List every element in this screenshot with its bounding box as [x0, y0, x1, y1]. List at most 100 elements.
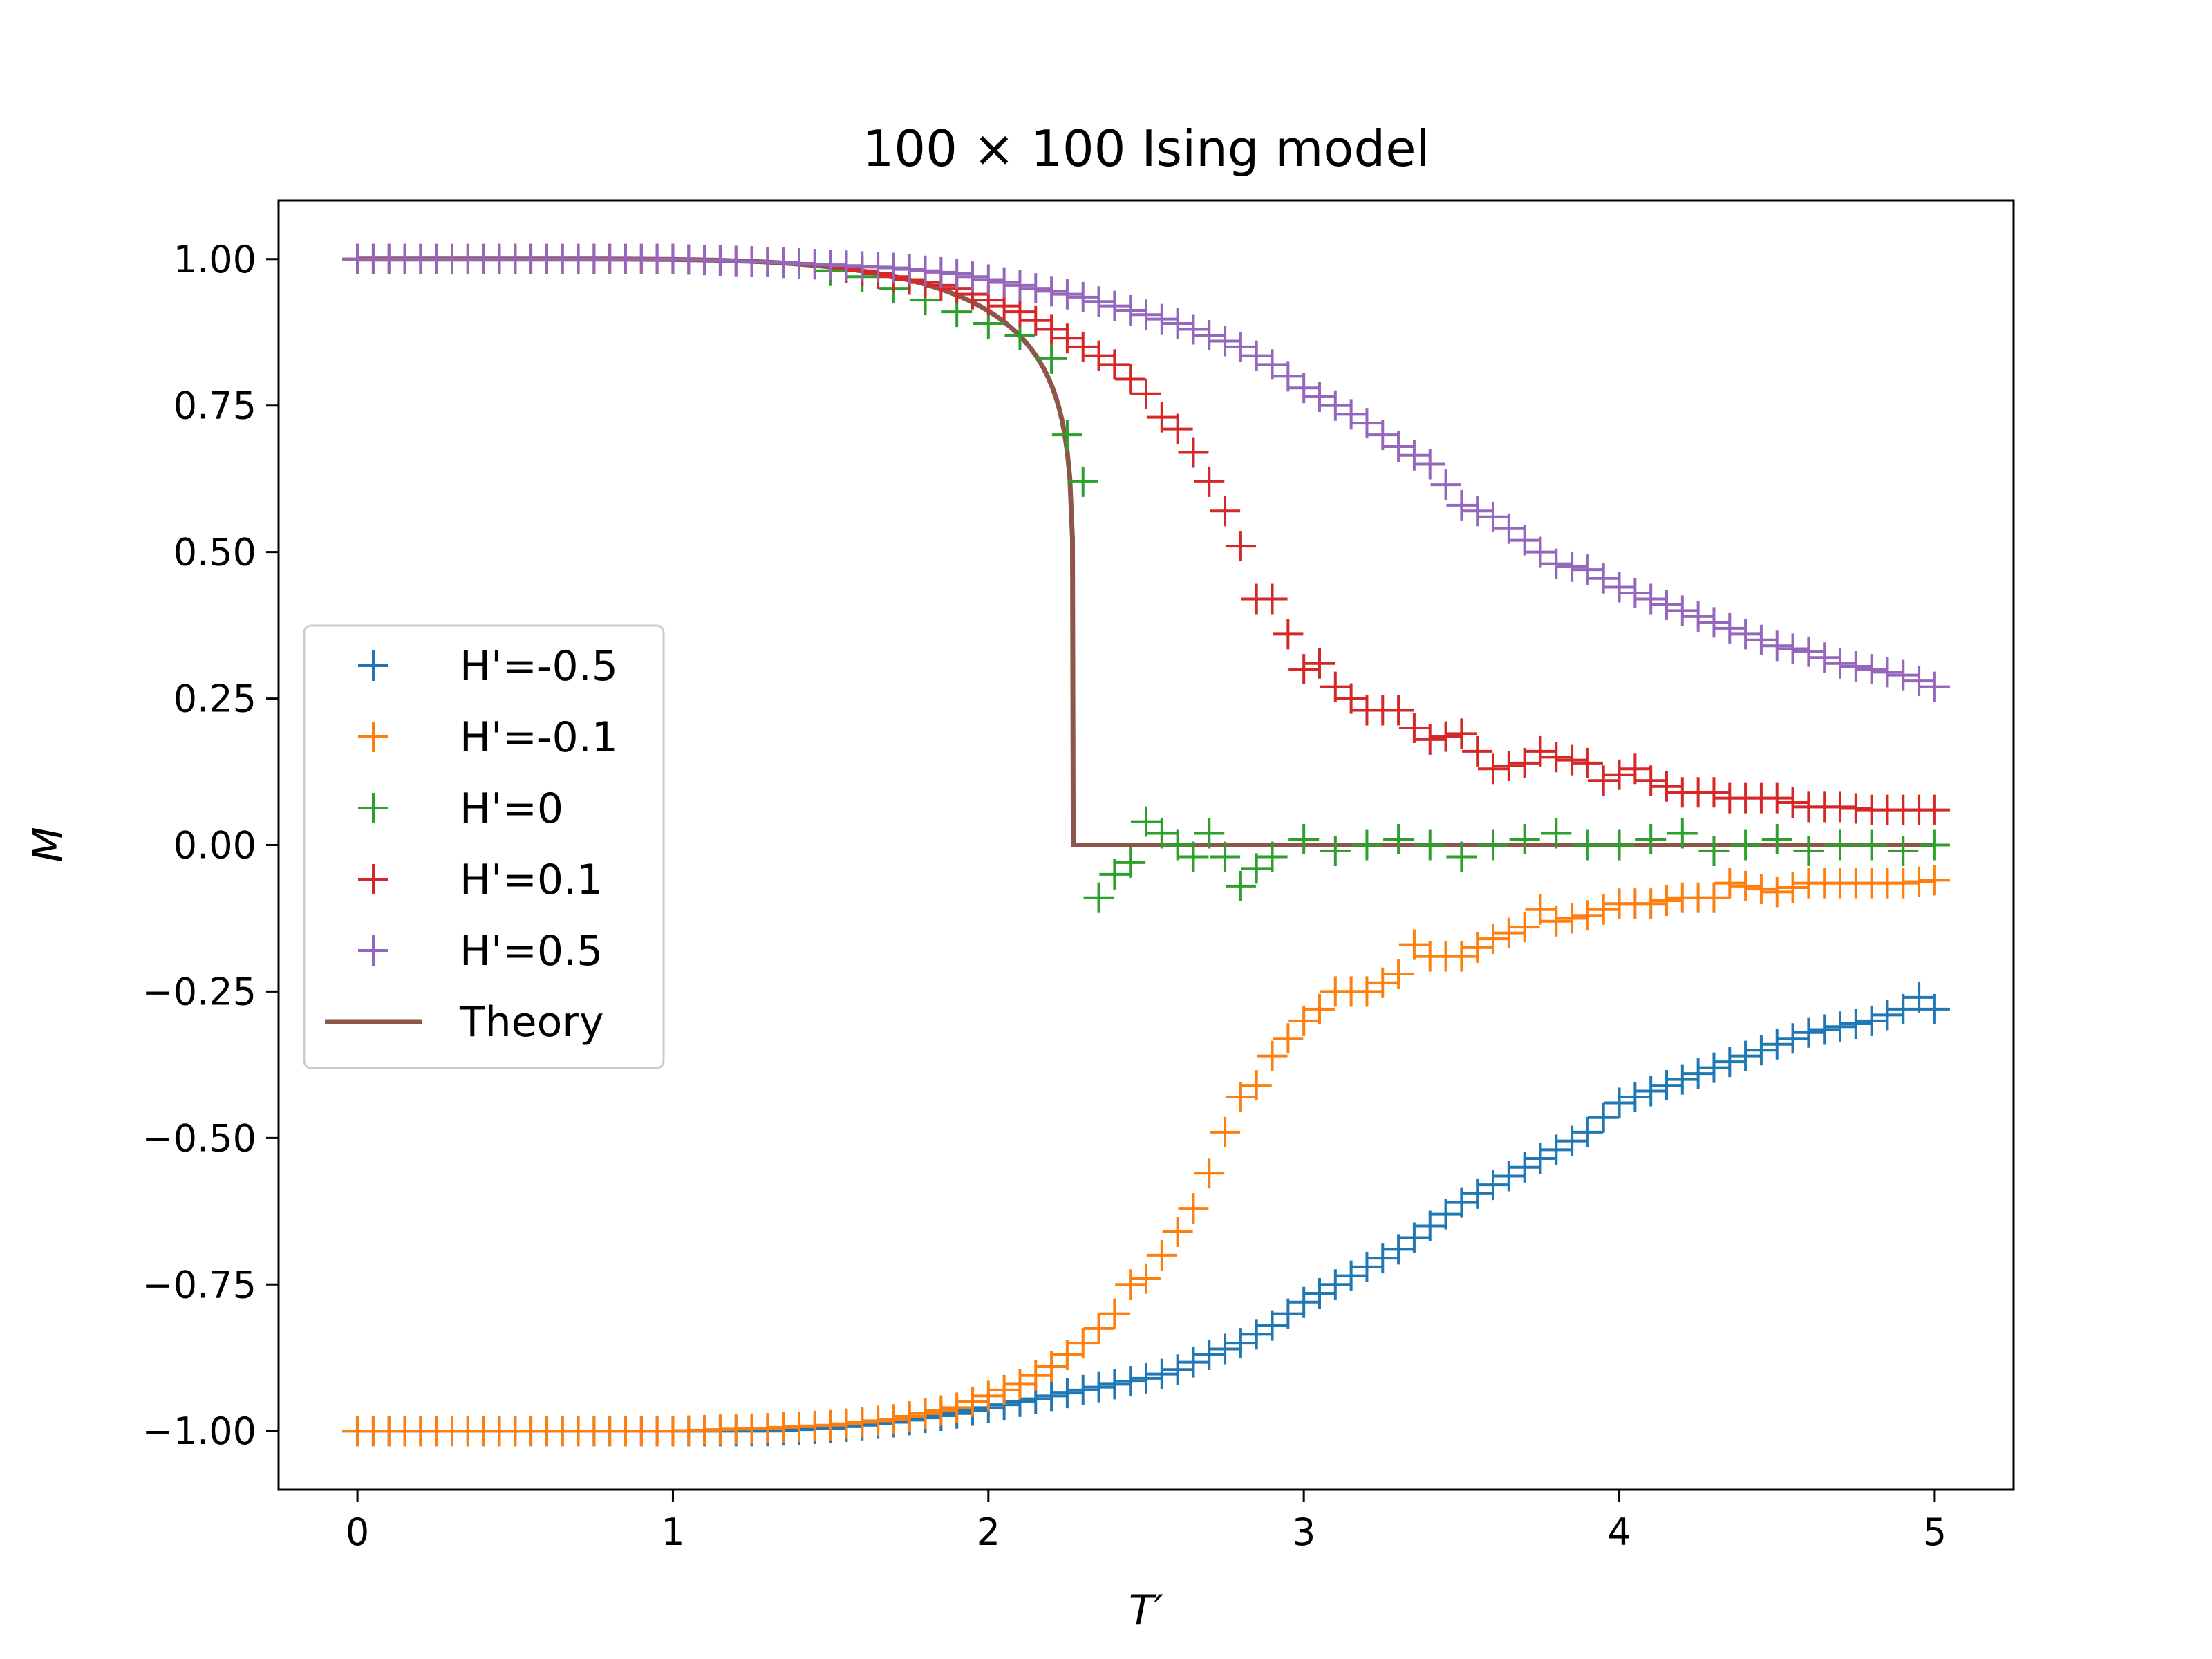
data-point [1557, 1125, 1588, 1156]
data-point [1462, 735, 1493, 767]
legend-label: H'=0.5 [460, 927, 603, 975]
data-point [1430, 1199, 1461, 1230]
data-point [1178, 1193, 1209, 1224]
data-point [1730, 870, 1761, 901]
data-point [878, 252, 909, 283]
x-tick-label: 3 [1292, 1510, 1315, 1554]
data-point [1320, 835, 1351, 866]
data-point [1572, 747, 1603, 778]
data-point [1351, 976, 1382, 1007]
data-point [1761, 824, 1792, 855]
series-markers [342, 243, 1950, 702]
x-axis-label: T′ [1129, 1586, 1164, 1635]
y-tick-label: 1.00 [174, 238, 256, 281]
data-point [1257, 1040, 1288, 1071]
data-point [1761, 782, 1792, 814]
data-point [1351, 1251, 1382, 1282]
legend-label: H'=-0.1 [460, 713, 618, 762]
data-point [1667, 1064, 1698, 1095]
data-point [1367, 1243, 1398, 1274]
data-point [1667, 818, 1698, 849]
data-point [1241, 340, 1272, 371]
data-point [1146, 402, 1177, 433]
data-point [1904, 866, 1935, 897]
data-point [1904, 982, 1935, 1013]
data-point [1099, 1369, 1130, 1400]
data-point [1478, 924, 1508, 955]
data-point [1067, 331, 1098, 362]
data-point [1462, 1178, 1493, 1209]
data-point [1557, 551, 1588, 582]
data-point [1856, 830, 1887, 861]
data-point [1210, 1333, 1241, 1365]
data-point [1099, 1298, 1130, 1329]
data-point [1541, 906, 1572, 937]
data-point [926, 256, 957, 288]
data-point [1304, 648, 1335, 679]
data-point [1888, 659, 1919, 691]
data-point [1383, 695, 1414, 726]
x-tick-label: 0 [346, 1510, 369, 1554]
data-point [1572, 830, 1603, 861]
data-point [1856, 1005, 1887, 1036]
data-point [1194, 818, 1225, 849]
data-point [1398, 440, 1430, 471]
data-point [894, 1401, 925, 1432]
data-point [1162, 413, 1193, 444]
data-point [1383, 824, 1414, 855]
data-point [1572, 1116, 1603, 1147]
data-point [1651, 589, 1682, 620]
data-point [1146, 818, 1177, 849]
data-point [1083, 286, 1114, 317]
data-point [1115, 847, 1146, 878]
data-point [1051, 279, 1082, 310]
data-point [1210, 326, 1241, 357]
data-point [1651, 771, 1682, 802]
plot-area [277, 199, 2015, 1491]
data-point [847, 1407, 878, 1438]
data-point [1335, 399, 1367, 430]
data-point [1241, 1070, 1272, 1101]
data-point [1588, 765, 1619, 796]
legend-marker [358, 864, 388, 894]
data-point [1446, 841, 1477, 872]
data-point [1493, 751, 1524, 782]
data-point [1825, 1011, 1855, 1042]
data-point [1541, 742, 1572, 773]
data-point [1367, 967, 1398, 998]
data-point [1557, 903, 1588, 934]
data-point [1478, 1170, 1508, 1201]
data-point [973, 264, 1004, 295]
data-point [863, 1405, 894, 1436]
data-point [1067, 281, 1098, 312]
data-point [910, 1398, 941, 1429]
data-point [1698, 777, 1730, 808]
data-point [1635, 583, 1667, 615]
data-point [1761, 1029, 1792, 1060]
legend-label: H'=0.1 [460, 856, 603, 904]
data-point [1777, 1023, 1808, 1054]
data-point [1083, 882, 1114, 913]
data-point [1651, 885, 1682, 917]
data-point [1383, 1234, 1414, 1265]
data-point [1020, 305, 1051, 336]
data-point [1572, 900, 1603, 931]
data-point [1683, 601, 1714, 632]
data-point [1777, 787, 1808, 818]
data-point [1493, 513, 1524, 544]
data-point [1036, 1380, 1067, 1412]
data-point [1225, 331, 1256, 362]
data-point [1919, 865, 1950, 896]
data-point [1162, 830, 1193, 861]
data-point [1162, 1217, 1193, 1247]
data-point [941, 1392, 973, 1423]
y-tick-label: −0.50 [142, 1116, 256, 1160]
data-point [1635, 765, 1667, 796]
data-point [1478, 830, 1508, 861]
data-point [1367, 420, 1398, 451]
y-tick-label: 0.00 [174, 824, 256, 868]
data-point [1398, 1222, 1430, 1253]
data-point [1525, 1143, 1556, 1174]
data-point [1335, 1260, 1367, 1291]
data-point [1288, 1005, 1320, 1036]
